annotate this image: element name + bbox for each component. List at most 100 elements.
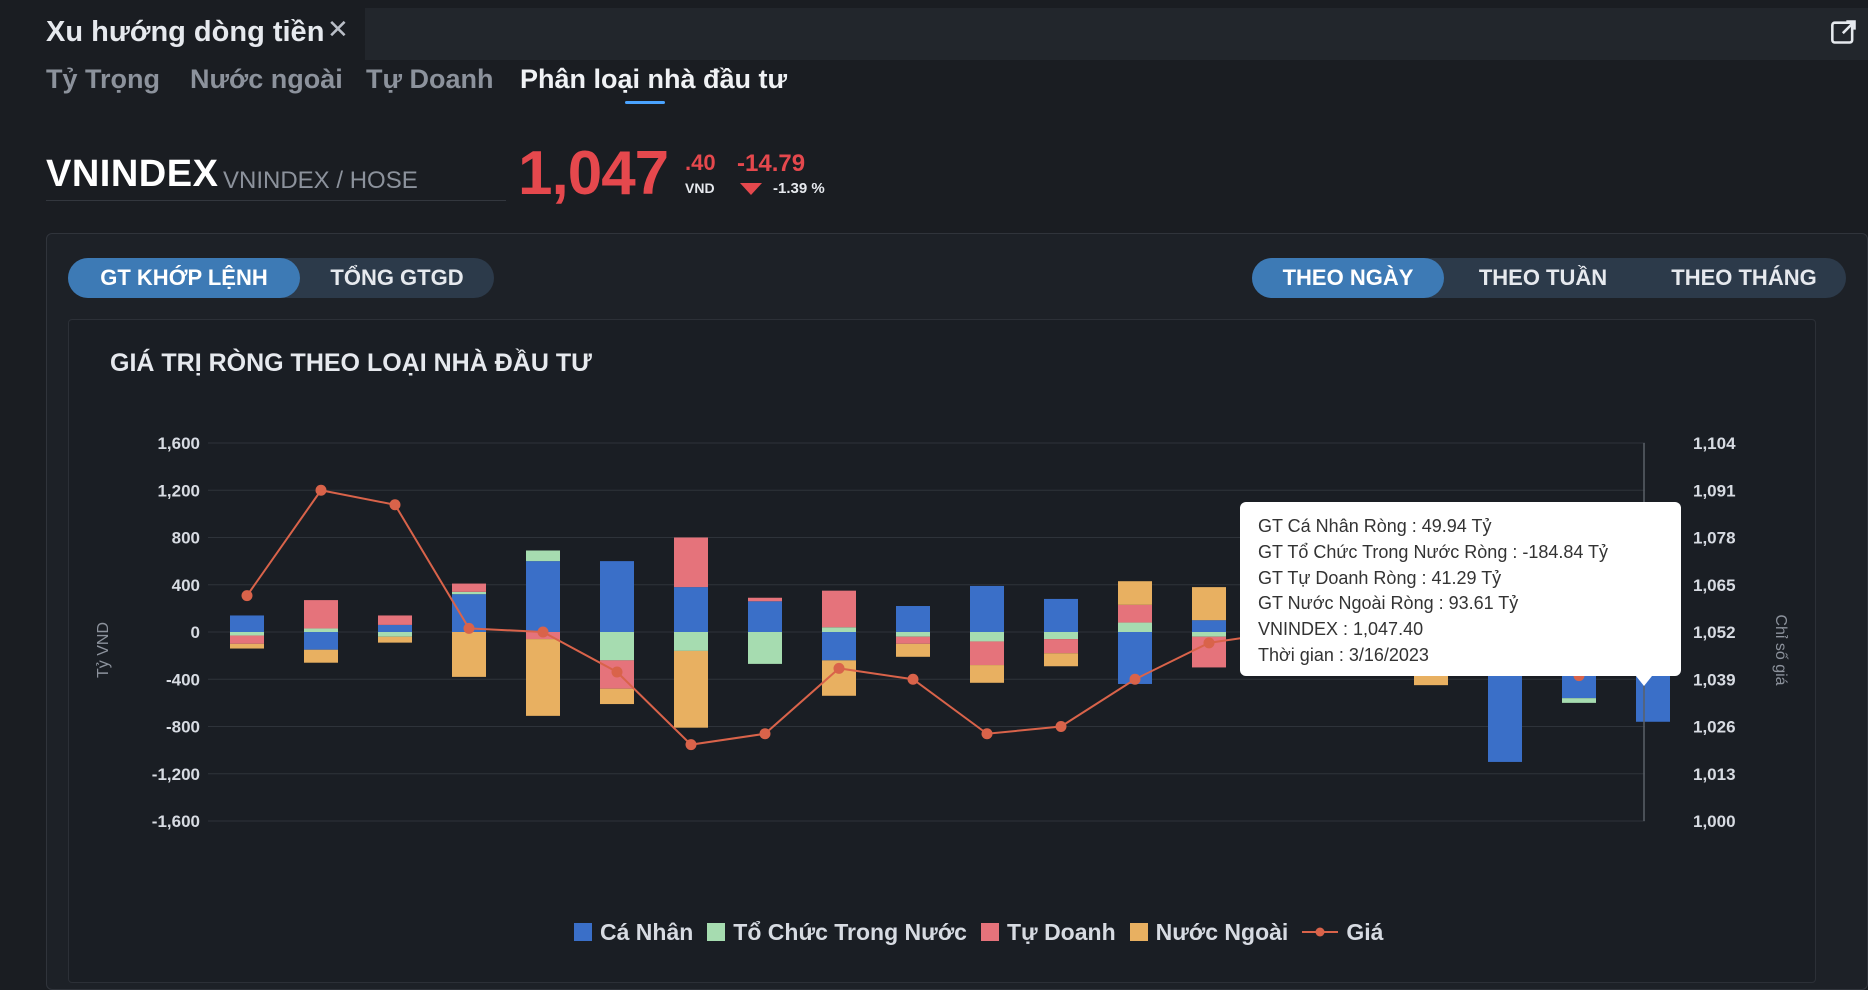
price-integer: 1,047: [518, 139, 669, 208]
toggle-gt-khop-lenh[interactable]: GT KHỚP LỆNH: [68, 258, 300, 298]
bar-segment: [1192, 620, 1226, 632]
legend-to-chuc-trong-nuoc[interactable]: Tổ Chức Trong Nước: [707, 919, 967, 946]
price-decimal: .40: [685, 150, 716, 175]
tooltip-line: VNINDEX : 1,047.40: [1258, 619, 1424, 640]
y2-tick-label: 1,052: [1693, 623, 1736, 642]
tab-nuoc-ngoai[interactable]: Nước ngoài: [190, 64, 343, 94]
bar-segment: [600, 688, 634, 705]
tooltip-line: GT Nước Ngoài Ròng : 93.61 Tỷ: [1258, 593, 1519, 614]
bar-segment: [304, 600, 338, 629]
bar-segment: [1044, 598, 1078, 632]
y2-tick-label: 1,026: [1693, 718, 1736, 737]
bar-segment: [452, 583, 486, 592]
price-change-percent: -1.39 %: [773, 180, 825, 197]
window-tab[interactable]: [0, 8, 365, 60]
price-unit: VND: [685, 180, 715, 196]
bar-segment: [378, 615, 412, 625]
bar-segment: [304, 632, 338, 650]
tooltip-line: GT Tổ Chức Trong Nước Ròng : -184.84 Tỷ: [1258, 541, 1609, 562]
ticker-symbol: VNINDEX: [46, 153, 219, 195]
y-tick-label: 0: [191, 623, 200, 642]
y-tick-label: -1,600: [152, 812, 200, 831]
legend-tu-doanh[interactable]: Tự Doanh: [980, 918, 1116, 946]
legend-nuoc-ngoai[interactable]: Nước Ngoài: [1129, 919, 1288, 946]
external-link-icon[interactable]: [1830, 18, 1858, 46]
price-point: [833, 662, 845, 674]
tab-phan-loai-nha-dau-tu[interactable]: Phân loại nhà đầu tư: [520, 64, 788, 94]
legend-label: Giá: [1346, 918, 1384, 945]
close-icon[interactable]: ✕: [327, 14, 349, 44]
bar-segment: [822, 590, 856, 628]
bar-segment: [748, 597, 782, 602]
bar-segment: [1192, 632, 1226, 637]
bar-segment: [304, 628, 338, 632]
legend-ca-nhan[interactable]: Cá Nhân: [574, 919, 693, 946]
y-axis-label: Tỷ VND: [95, 622, 112, 678]
bar-segment: [970, 585, 1004, 632]
bar-segment: [230, 632, 264, 636]
ticker-divider: [46, 200, 506, 201]
price-point: [981, 728, 993, 740]
legend-label: Tổ Chức Trong Nước: [733, 918, 967, 945]
y-tick-label: -1,200: [152, 765, 200, 784]
tooltip-pointer: [1636, 676, 1652, 686]
bar-segment: [1044, 639, 1078, 654]
bar-segment: [600, 632, 634, 661]
tab-ty-trong[interactable]: Tỷ Trọng: [46, 64, 160, 94]
bar-segment: [970, 632, 1004, 642]
toggle-tong-gtgd[interactable]: TỔNG GTGD: [330, 265, 464, 290]
window-header-strip: [365, 8, 1868, 60]
price-point: [1203, 637, 1215, 649]
bar-segment: [1118, 622, 1152, 632]
y-tick-label: 1,200: [157, 481, 200, 500]
chart-legend: Cá Nhân Tổ Chức Trong Nước Tự Doanh Nước…: [574, 917, 1397, 947]
y-tick-label: 400: [172, 576, 200, 595]
bar-segment: [600, 561, 634, 632]
bar-segment: [1562, 698, 1596, 703]
y-tick-label: -400: [166, 670, 200, 689]
bar-segment: [896, 606, 930, 632]
price-point: [1129, 673, 1141, 685]
price-point: [685, 739, 697, 751]
bar-segment: [1192, 587, 1226, 621]
toggle-theo-thang[interactable]: THEO THÁNG: [1671, 265, 1817, 290]
bar-segment: [304, 649, 338, 663]
down-arrow-icon: [740, 183, 762, 195]
tab-tu-doanh[interactable]: Tự Doanh: [366, 64, 494, 94]
bar-segment: [896, 632, 930, 637]
y-tick-label: -800: [166, 718, 200, 737]
period-toggle: THEO NGÀY THEO TUẦN THEO THÁNG: [1252, 258, 1846, 298]
chart-tooltip: GT Cá Nhân Ròng : 49.94 Tỷ GT Tổ Chức Tr…: [1240, 502, 1681, 676]
bar-segment: [1044, 653, 1078, 667]
value-type-toggle: GT KHỚP LỆNH TỔNG GTGD: [68, 258, 494, 298]
legend-label: Tự Doanh: [1006, 918, 1116, 945]
legend-swatch: [980, 923, 999, 941]
bar-segment: [822, 632, 856, 661]
price-point: [537, 626, 549, 638]
y2-tick-label: 1,078: [1693, 529, 1736, 548]
tooltip-line: GT Cá Nhân Ròng : 49.94 Tỷ: [1258, 516, 1492, 536]
y2-tick-label: 1,065: [1693, 576, 1736, 595]
bar-segment: [452, 591, 486, 595]
price-point: [611, 666, 623, 678]
bar-segment: [896, 636, 930, 644]
bar-segment: [748, 632, 782, 664]
bar-segment: [896, 643, 930, 657]
bar-segment: [1118, 604, 1152, 623]
price-point: [759, 728, 771, 740]
bar-segment: [674, 537, 708, 588]
toggle-theo-ngay[interactable]: THEO NGÀY: [1252, 258, 1444, 298]
toggle-theo-tuan[interactable]: THEO TUẦN: [1478, 265, 1608, 290]
bar-segment: [970, 641, 1004, 666]
bar-segment: [1118, 581, 1152, 605]
legend-line-marker: [1302, 927, 1339, 937]
bar-segment: [452, 632, 486, 677]
tooltip-line: Thời gian : 3/16/2023: [1258, 644, 1429, 665]
legend-label: Cá Nhân: [600, 918, 694, 945]
price-point: [389, 499, 401, 511]
ticker-exchange: VNINDEX / HOSE: [223, 167, 418, 194]
price-point: [315, 484, 327, 496]
legend-gia[interactable]: Giá: [1302, 919, 1383, 946]
tooltip-line: GT Tự Doanh Ròng : 41.29 Tỷ: [1258, 567, 1502, 588]
y-tick-label: 1,600: [157, 434, 200, 453]
